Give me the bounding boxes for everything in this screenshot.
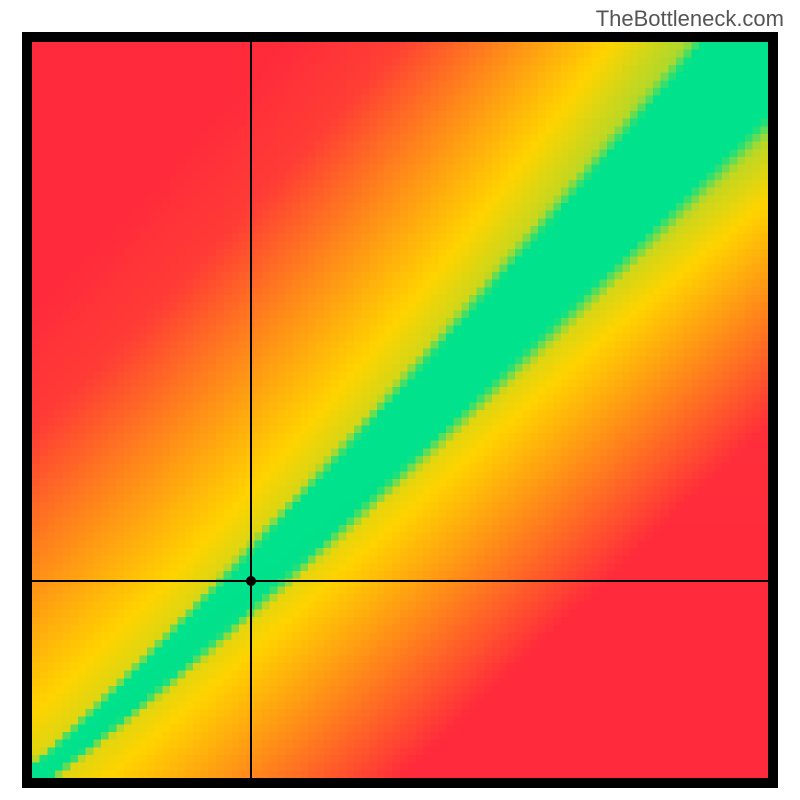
- bottleneck-heatmap: [32, 42, 768, 778]
- crosshair-vertical: [250, 42, 252, 778]
- attribution-label: TheBottleneck.com: [596, 6, 784, 32]
- crosshair-marker-dot: [246, 576, 256, 586]
- container: TheBottleneck.com: [0, 0, 800, 800]
- crosshair-horizontal: [32, 580, 768, 582]
